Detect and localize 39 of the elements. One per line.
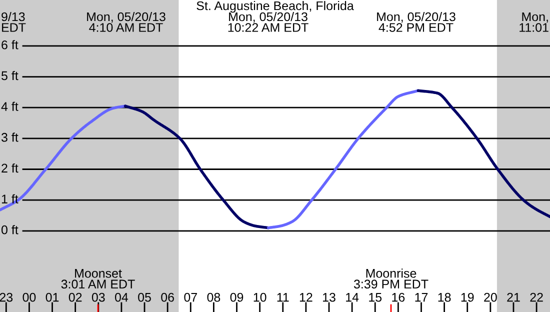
x-tick-label: 20 <box>484 292 497 302</box>
annotation: 9/13 EDT <box>2 12 26 32</box>
annotation: Moonrise 3:39 PM EDT <box>354 268 428 289</box>
y-tick-label: 6 ft <box>2 40 18 50</box>
x-tick-label: 01 <box>46 292 59 302</box>
x-tick-label: 03 <box>92 292 105 302</box>
x-tick-label: 17 <box>415 293 428 302</box>
x-tick-label: 21 <box>507 292 520 302</box>
x-tick-label: 19 <box>461 292 474 302</box>
annotation: Moonset 3:01 AM EDT <box>61 269 135 289</box>
x-tick-label: 16 <box>392 292 405 302</box>
x-tick-label: 02 <box>68 292 82 302</box>
chart-title: St. Augustine Beach, Florida <box>196 1 354 13</box>
x-tick-label: 00 <box>22 292 36 302</box>
x-tick-label: 15 <box>369 293 382 302</box>
y-tick-label: 5 ft <box>2 70 18 80</box>
x-tick-label: 07 <box>184 292 197 302</box>
y-tick-label: 4 ft <box>1 102 18 111</box>
y-tick-label: 2 ft <box>2 163 18 173</box>
x-tick-label: 06 <box>161 292 174 302</box>
annotation: Mon, 11:01 <box>520 12 548 32</box>
x-tick-label: 09 <box>230 292 244 302</box>
y-tick-label: 1 ft <box>2 194 18 204</box>
x-tick-label: 10 <box>254 292 266 302</box>
annotation: Mon, 05/20/13 10:22 AM EDT <box>228 12 308 32</box>
x-tick-label: 22 <box>530 292 543 302</box>
y-tick-label: 0 ft <box>1 225 18 234</box>
x-tick-label: 13 <box>323 292 336 302</box>
x-tick-label: 04 <box>114 292 128 302</box>
x-tick-label: 11 <box>277 293 289 302</box>
x-tick-label: 12 <box>300 292 312 302</box>
annotation: Mon, 05/20/13 4:52 PM EDT <box>377 12 456 32</box>
x-tick-label: 18 <box>438 292 451 302</box>
y-tick-label: 3 ft <box>1 132 18 142</box>
x-tick-label: 05 <box>138 292 151 302</box>
x-tick-label: 23 <box>0 292 13 302</box>
x-tick-label: 14 <box>346 293 359 302</box>
annotation: Mon, 05/20/13 4:10 AM EDT <box>87 12 166 32</box>
x-tick-label: 08 <box>207 292 220 302</box>
